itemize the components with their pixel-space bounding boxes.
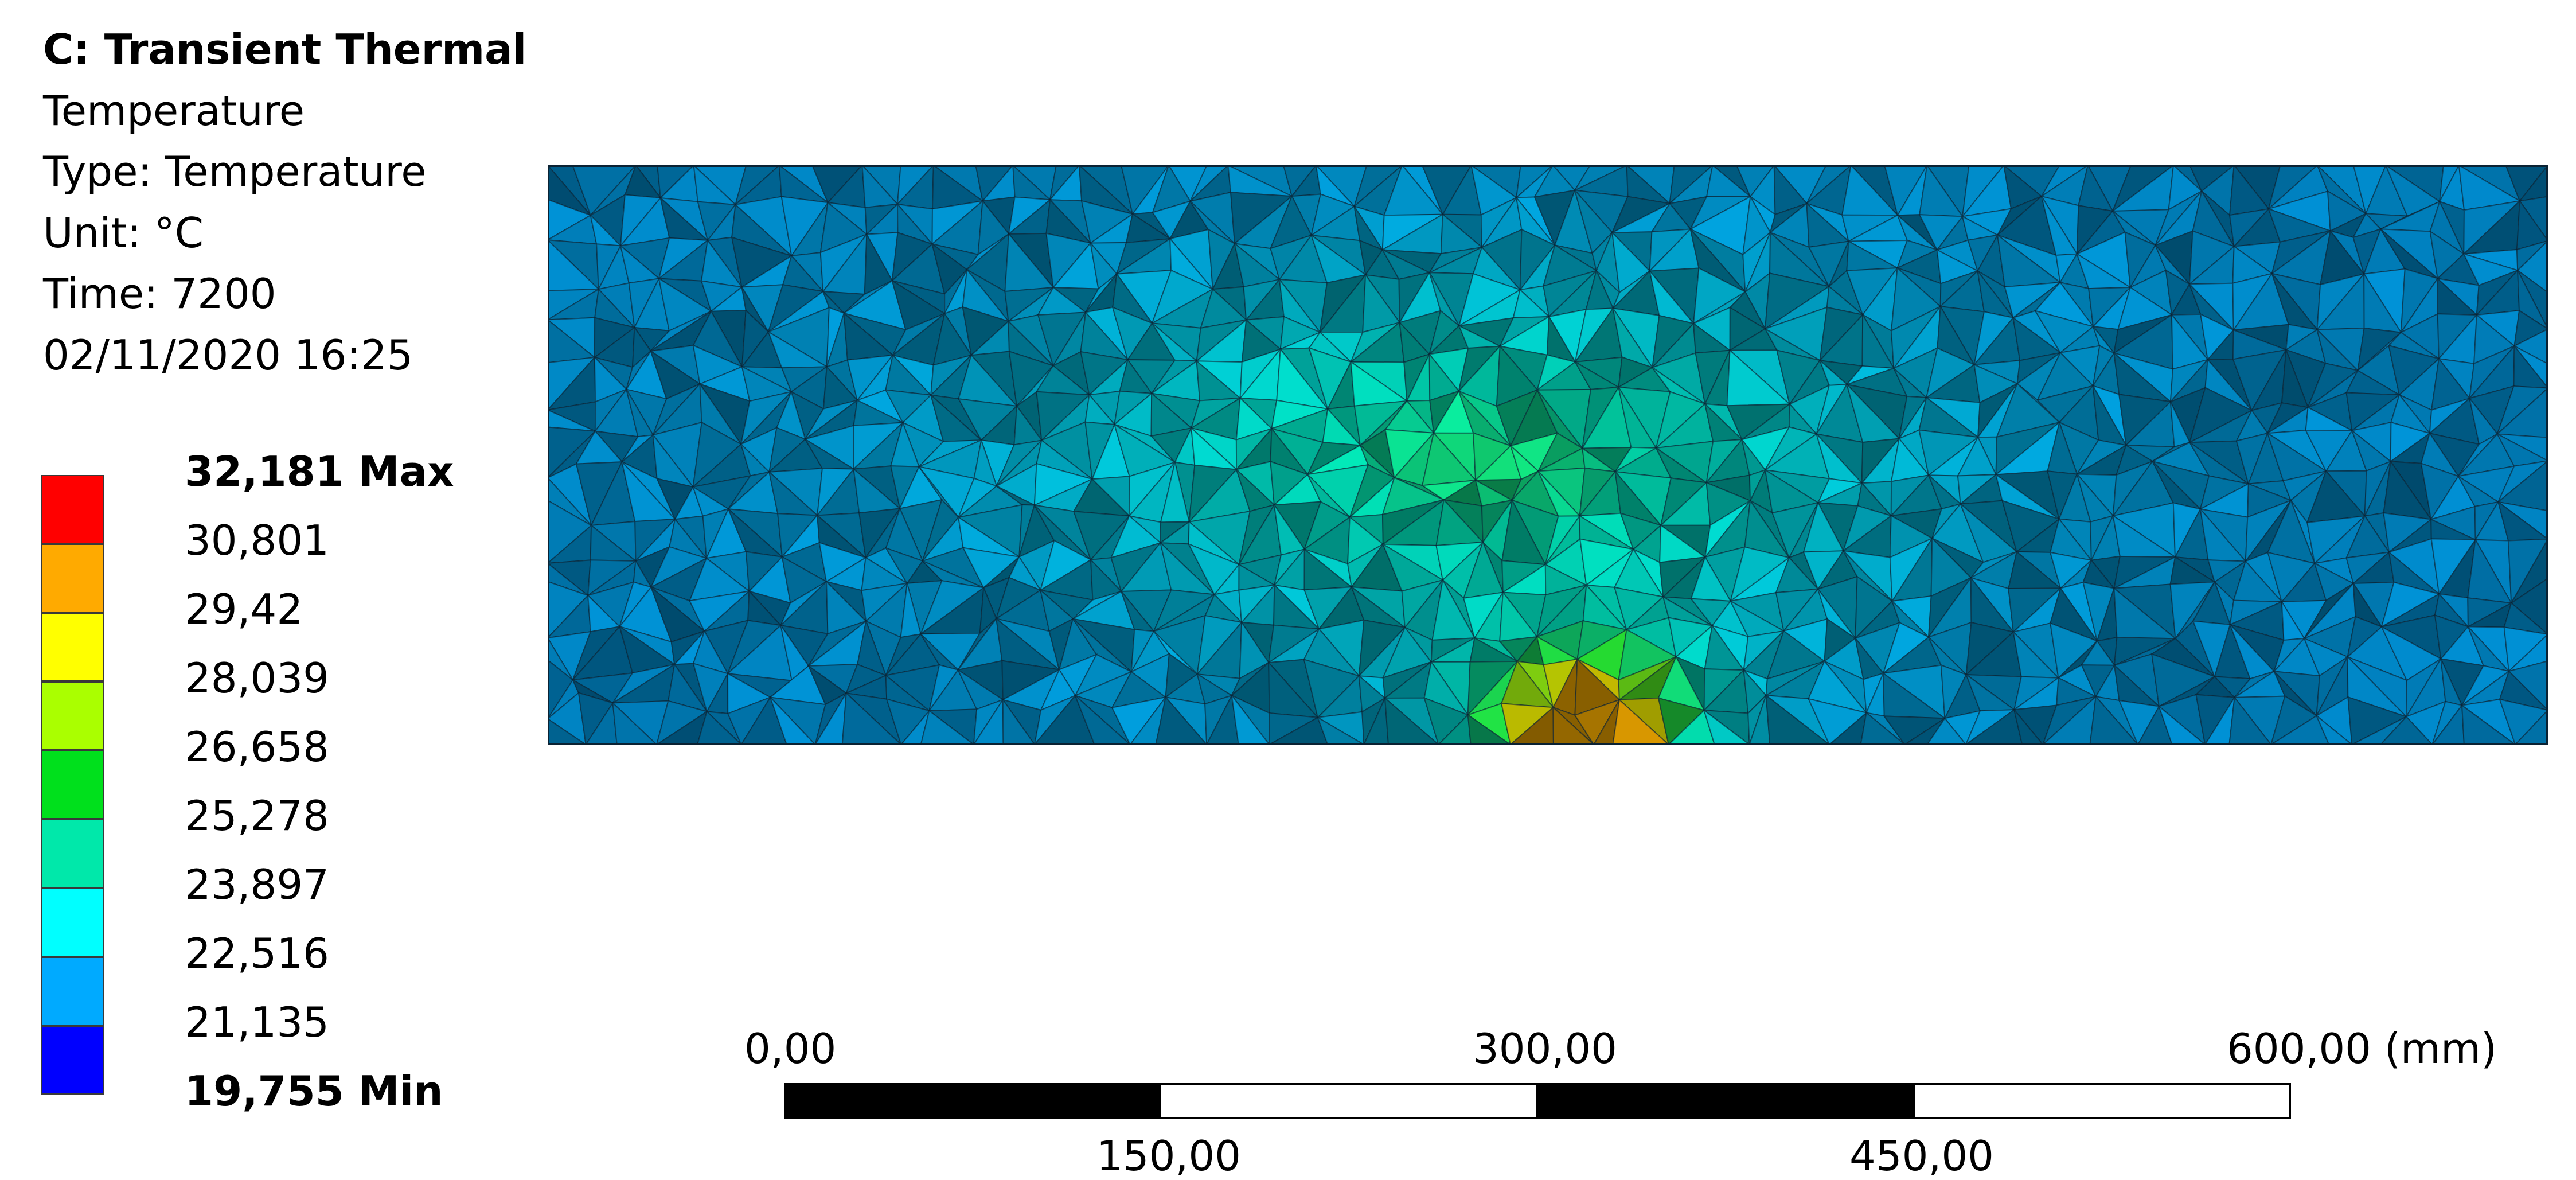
mesh-element <box>1155 696 1208 745</box>
legend-swatch <box>41 888 104 957</box>
mesh-element <box>697 710 743 745</box>
mesh-element <box>1384 696 1439 745</box>
mesh-element <box>2316 715 2353 745</box>
mesh-element <box>1765 694 1830 745</box>
scale-bar <box>784 1083 2291 1119</box>
scale-segment <box>784 1083 1161 1119</box>
legend-swatch <box>41 475 104 544</box>
mesh-element <box>1002 698 1036 745</box>
legend-label: 25,278 <box>185 792 329 840</box>
mesh-element <box>2157 704 2206 745</box>
scale-label-600: 600,00 (mm) <box>2227 1025 2497 1073</box>
legend-max-label: 32,181 Max <box>185 447 454 496</box>
mesh-element <box>770 696 816 745</box>
mesh-element <box>612 701 658 745</box>
legend-swatch <box>41 681 104 750</box>
legend-label: 21,135 <box>185 998 329 1046</box>
legend-label: 28,039 <box>185 654 329 702</box>
mesh-element <box>2514 709 2548 745</box>
mesh-element <box>1317 716 1365 745</box>
mesh-element <box>2013 709 2044 745</box>
mesh-element <box>1926 717 1967 745</box>
mesh-element <box>2461 704 2516 745</box>
scale-label-0: 0,00 <box>744 1025 837 1073</box>
legend-swatch <box>41 750 104 819</box>
mesh-element <box>2228 696 2272 745</box>
mesh-element <box>548 718 587 745</box>
scale-label-300: 300,00 <box>1473 1025 1617 1073</box>
result-header: C: Transient Thermal Temperature Type: T… <box>43 19 526 385</box>
legend-min-label: 19,755 Min <box>185 1067 443 1115</box>
legend-swatch <box>41 957 104 1026</box>
scale-segment <box>1538 1083 1915 1119</box>
mesh-outline <box>548 165 2548 745</box>
legend-label: 30,801 <box>185 516 329 564</box>
mesh-element <box>1467 714 1512 745</box>
legend-swatch <box>41 613 104 681</box>
result-type: Type: Temperature <box>43 147 427 196</box>
scale-segment <box>1915 1083 2291 1119</box>
mesh-element <box>1612 698 1670 745</box>
analysis-title: C: Transient Thermal <box>43 25 527 73</box>
legend-label: 29,42 <box>185 585 303 633</box>
mesh-element <box>1860 711 1906 745</box>
legend-label: 22,516 <box>185 929 329 978</box>
legend-swatch <box>41 819 104 888</box>
legend-label: 23,897 <box>185 860 329 909</box>
legend-swatch <box>41 544 104 613</box>
temperature-mesh-plot <box>548 165 2548 745</box>
mesh-element <box>1231 693 1270 745</box>
legend-swatch <box>41 1026 104 1095</box>
mesh-element <box>1075 695 1131 745</box>
legend-label: 26,658 <box>185 723 329 771</box>
mesh-element <box>920 710 975 745</box>
result-time: Time: 7200 <box>43 270 276 318</box>
result-name: Temperature <box>43 86 305 135</box>
scale-segment <box>1161 1083 1538 1119</box>
mesh-element <box>1703 708 1751 745</box>
scale-label-150: 150,00 <box>1096 1132 1241 1180</box>
mesh-element <box>2379 715 2433 745</box>
mesh-element <box>2089 695 2139 745</box>
scale-label-450: 450,00 <box>1849 1132 1994 1180</box>
mesh-element <box>841 692 902 745</box>
result-unit: Unit: °C <box>43 208 204 257</box>
result-timestamp: 02/11/2020 16:25 <box>43 330 413 379</box>
mesh-element <box>1552 706 1595 745</box>
